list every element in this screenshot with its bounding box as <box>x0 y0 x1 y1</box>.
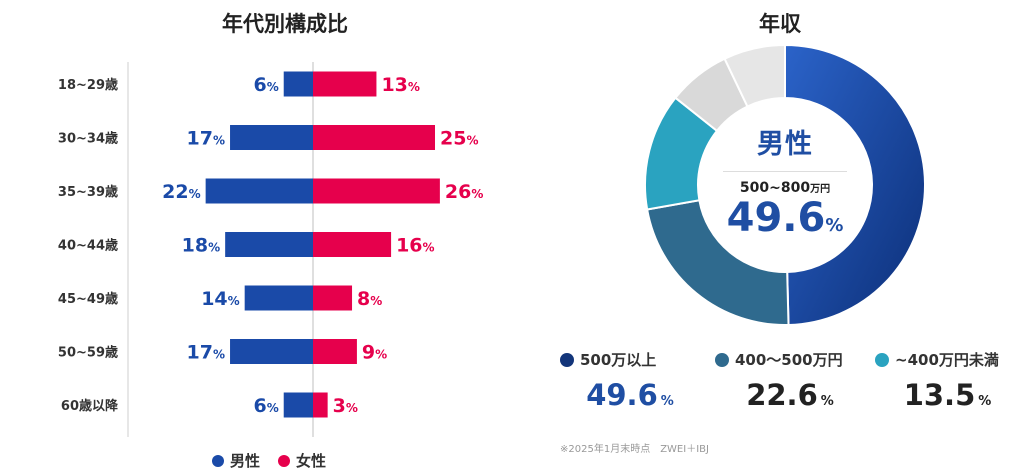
female-value-label: 3% <box>333 395 358 417</box>
income-legend-value: 13.5% <box>903 378 992 412</box>
female-bar <box>313 125 435 150</box>
income-legend-label: 500万以上 <box>560 349 656 370</box>
category-label: 40~44歳 <box>58 238 118 254</box>
donut-center: 男性 500~800万円 49.6% <box>715 122 855 248</box>
female-bar <box>313 339 357 364</box>
income-legend-item: 400〜500万円 22.6% <box>715 349 865 412</box>
donut-slice <box>646 199 790 326</box>
age-chart-legend: 男性 女性 <box>212 450 326 471</box>
male-bar <box>230 339 313 364</box>
male-value-label: 18% <box>182 235 220 257</box>
legend-female: 女性 <box>278 450 326 471</box>
age-chart-title: 年代別構成比 <box>222 12 348 36</box>
male-value-label: 17% <box>187 128 225 150</box>
income-dot-icon <box>715 352 729 367</box>
female-value-label: 9% <box>362 342 387 364</box>
female-value-label: 16% <box>396 235 434 257</box>
male-bar <box>283 71 313 97</box>
male-bar <box>225 232 313 257</box>
female-bar <box>313 71 377 97</box>
category-label: 50~59歳 <box>58 345 118 361</box>
age-bar-chart: 18~29歳 6% 13% 30~34歳 17% 25% 35~39歳 22% 26% 40~44… <box>58 62 483 437</box>
male-dot-icon <box>212 454 224 467</box>
female-value-label: 26% <box>445 181 483 203</box>
female-value-label: 25% <box>440 128 478 150</box>
category-label: 18~29歳 <box>58 77 118 93</box>
donut-slice <box>784 43 926 326</box>
male-bar <box>283 392 313 418</box>
category-label: 30~34歳 <box>58 131 118 147</box>
income-legend-label: 400〜500万円 <box>715 349 843 370</box>
male-value-label: 6% <box>253 395 278 417</box>
female-bar <box>313 232 392 257</box>
category-label: 45~49歳 <box>58 291 118 307</box>
income-chart-title: 年収 <box>759 12 801 36</box>
donut-slice <box>723 43 786 108</box>
income-donut-chart <box>644 43 926 326</box>
category-label: 60歳以降 <box>61 398 119 414</box>
income-dot-icon <box>560 352 574 367</box>
footnote: ※2025年1月末時点 ZWEI＋IBJ <box>560 444 709 455</box>
female-bar <box>313 392 328 418</box>
income-legend-item: 500万以上 49.6% <box>560 349 700 412</box>
female-bar <box>313 285 353 311</box>
female-bar <box>313 178 440 204</box>
donut-center-value: 49.6% <box>726 195 844 241</box>
category-label: 35~39歳 <box>58 184 118 200</box>
donut-center-range: 500~800万円 <box>739 180 831 196</box>
female-value-label: 13% <box>381 74 419 96</box>
female-value-label: 8% <box>357 288 382 310</box>
male-value-label: 6% <box>253 74 278 96</box>
male-bar <box>230 125 313 150</box>
legend-male: 男性 <box>212 450 260 471</box>
legend-female-label: 女性 <box>296 452 327 470</box>
male-value-label: 22% <box>162 181 200 203</box>
income-legend-value: 49.6% <box>586 378 674 412</box>
male-value-label: 17% <box>187 342 225 364</box>
income-legend-value: 22.6% <box>746 378 834 412</box>
male-bar <box>205 178 313 204</box>
male-bar <box>244 285 313 311</box>
income-dot-icon <box>875 352 889 367</box>
donut-center-divider <box>723 171 847 172</box>
donut-center-gender: 男性 <box>757 129 813 160</box>
income-legend-item: ~400万円未満 13.5% <box>875 349 1020 412</box>
legend-male-label: 男性 <box>230 452 261 470</box>
female-dot-icon <box>278 454 291 467</box>
male-value-label: 14% <box>201 288 239 310</box>
income-legend-label: ~400万円未満 <box>875 349 999 370</box>
